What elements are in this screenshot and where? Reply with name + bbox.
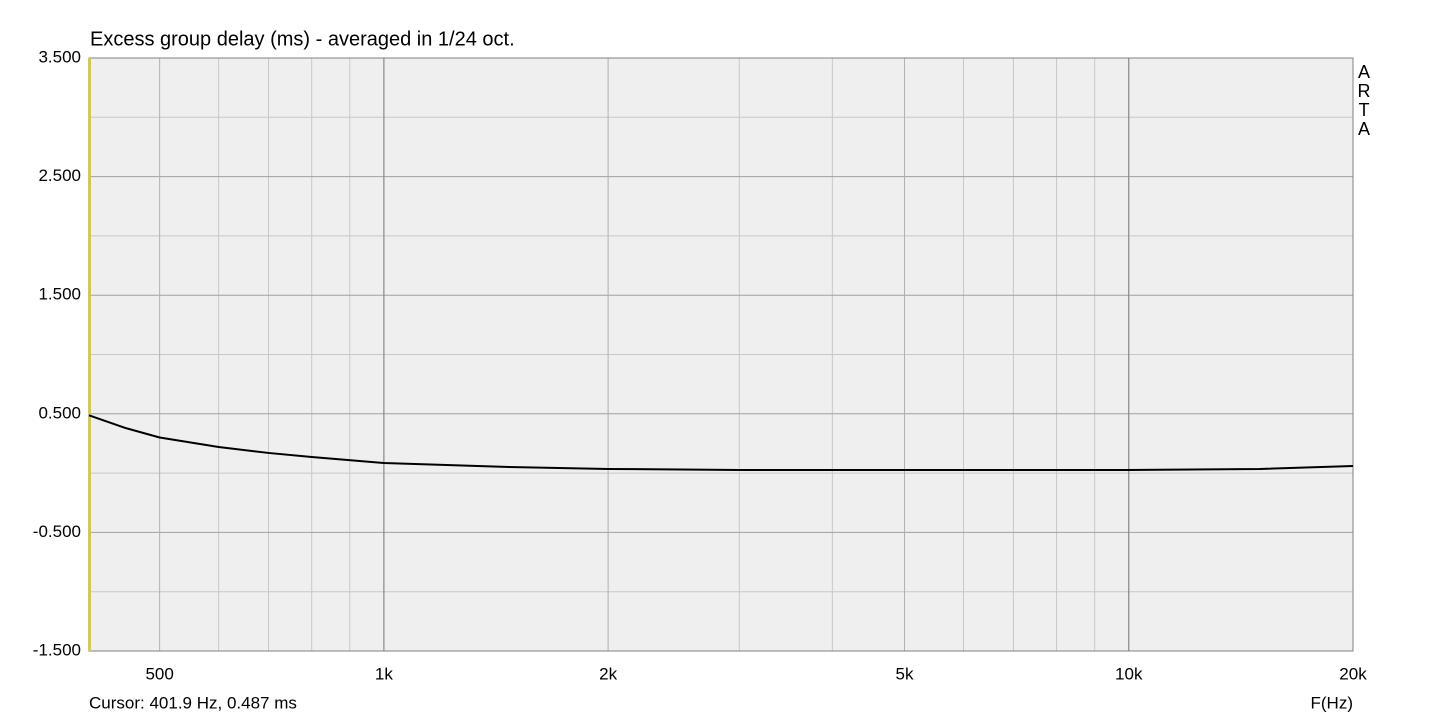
y-tick-label: 1.500	[38, 285, 81, 304]
y-tick-label: -0.500	[33, 522, 81, 541]
x-tick-label: 2k	[599, 664, 617, 683]
x-axis-label: F(Hz)	[1311, 693, 1353, 712]
x-tick-label: 5k	[896, 664, 914, 683]
y-tick-label: 0.500	[38, 403, 81, 422]
y-tick-label: 2.500	[38, 166, 81, 185]
watermark: ARTA	[1354, 62, 1374, 138]
cursor-readout: Cursor: 401.9 Hz, 0.487 ms	[89, 693, 297, 712]
y-tick-label: 3.500	[38, 47, 81, 66]
chart-title: Excess group delay (ms) - averaged in 1/…	[90, 28, 515, 50]
y-tick-label: -1.500	[33, 640, 81, 659]
x-tick-label: 500	[145, 664, 173, 683]
x-tick-label: 1k	[375, 664, 393, 683]
x-tick-label: 10k	[1115, 664, 1143, 683]
data-line	[88, 414, 1354, 472]
x-tick-label: 20k	[1339, 664, 1367, 683]
